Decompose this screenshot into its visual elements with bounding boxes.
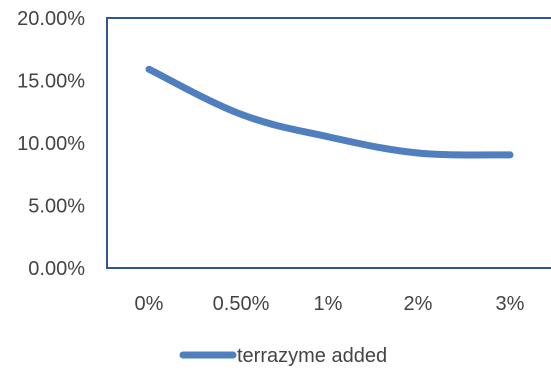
legend: terrazyme added xyxy=(179,345,387,367)
x-tick-label: 0.50% xyxy=(213,293,270,315)
y-tick-label: 0.00% xyxy=(28,258,85,280)
legend-label: terrazyme added xyxy=(237,345,387,367)
x-tick-label: 1% xyxy=(314,293,343,315)
y-tick-label: 10.00% xyxy=(17,133,85,155)
y-tick-label: 15.00% xyxy=(17,71,85,93)
x-tick-label: 3% xyxy=(496,293,525,315)
x-tick-label: 2% xyxy=(404,293,433,315)
y-tick-label: 5.00% xyxy=(28,196,85,218)
y-axis-ticks: 0.00% 5.00% 10.00% 15.00% 20.00% xyxy=(17,8,85,280)
plot-frame xyxy=(106,17,551,269)
x-tick-label: 0% xyxy=(135,293,164,315)
y-tick-label: 20.00% xyxy=(17,8,85,30)
series-lines xyxy=(145,65,514,159)
series-line xyxy=(145,65,514,159)
x-axis-ticks: 0% 0.50% 1% 2% 3% xyxy=(135,293,525,315)
